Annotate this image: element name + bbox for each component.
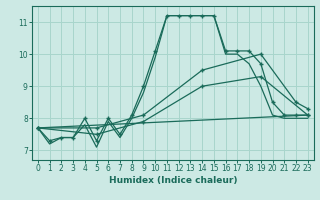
X-axis label: Humidex (Indice chaleur): Humidex (Indice chaleur) <box>108 176 237 185</box>
